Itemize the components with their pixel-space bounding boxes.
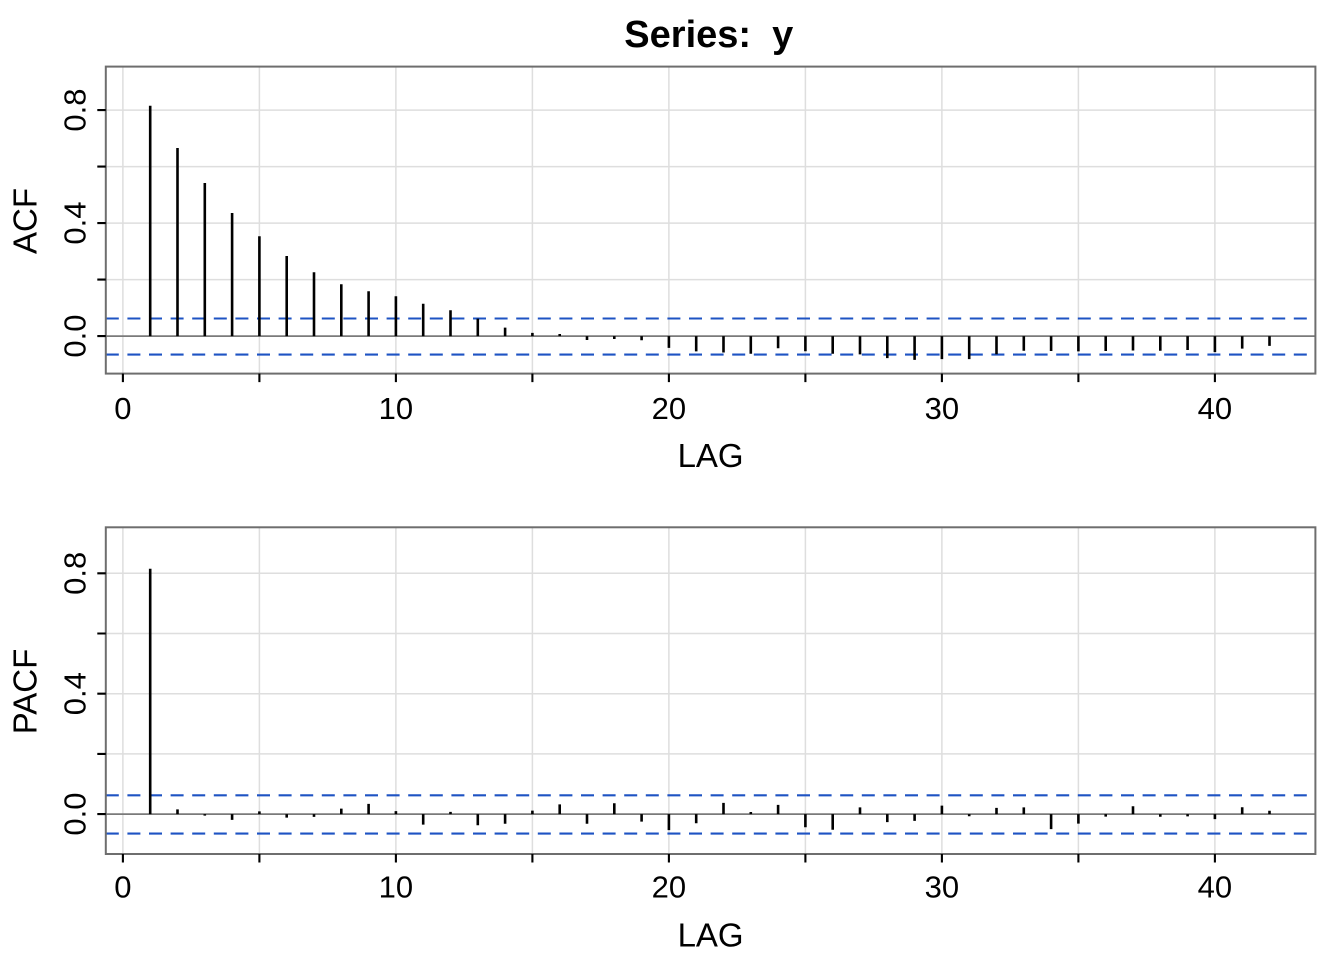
- svg-text:PACF: PACF: [6, 649, 43, 735]
- svg-text:0: 0: [114, 869, 131, 904]
- svg-text:30: 30: [925, 391, 959, 426]
- svg-text:0.8: 0.8: [57, 89, 92, 132]
- svg-text:10: 10: [379, 391, 413, 426]
- svg-text:20: 20: [652, 391, 686, 426]
- svg-text:40: 40: [1198, 391, 1232, 426]
- svg-text:LAG: LAG: [678, 917, 744, 954]
- svg-text:0.0: 0.0: [57, 315, 92, 358]
- svg-text:10: 10: [379, 869, 413, 904]
- svg-text:0: 0: [114, 391, 131, 426]
- svg-text:0.4: 0.4: [57, 672, 92, 715]
- svg-text:0.8: 0.8: [57, 552, 92, 595]
- svg-text:40: 40: [1198, 869, 1232, 904]
- svg-text:30: 30: [925, 869, 959, 904]
- svg-text:Series: y: Series: y: [624, 14, 793, 56]
- svg-text:0.0: 0.0: [57, 793, 92, 836]
- svg-text:20: 20: [652, 869, 686, 904]
- svg-text:ACF: ACF: [6, 188, 43, 254]
- svg-text:0.4: 0.4: [57, 202, 92, 245]
- svg-text:LAG: LAG: [678, 437, 744, 474]
